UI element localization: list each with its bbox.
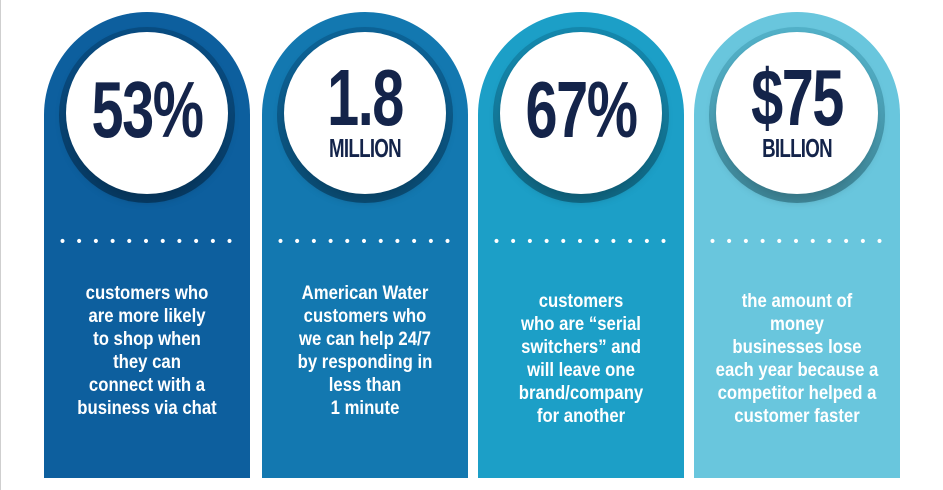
dotted-divider: • • • • • • • • • • • <box>58 234 236 250</box>
stat-unit: BILLION <box>762 133 833 163</box>
stat-value: 1.8 <box>327 53 404 142</box>
stat-circle: $75 BILLION <box>716 32 878 194</box>
stat-value: 67% <box>525 65 638 154</box>
stat-value: 53% <box>91 65 204 154</box>
dotted-divider: • • • • • • • • • • • <box>708 234 886 250</box>
stat-description: American Water customers who we can help… <box>297 283 433 419</box>
stat-description: customers who are “serial switchers” and… <box>518 291 644 427</box>
stat-card-money-lost: $75 BILLION • • • • • • • • • • • the am… <box>694 12 900 478</box>
stat-circle: 67% <box>500 32 662 194</box>
stat-circle: 53% <box>66 32 228 194</box>
stat-value: $75 <box>751 53 844 142</box>
stat-card-customers-helped: 1.8 MILLION • • • • • • • • • • • Americ… <box>262 12 468 478</box>
dotted-divider: • • • • • • • • • • • <box>276 234 454 250</box>
stat-unit: MILLION <box>329 133 402 163</box>
stat-card-serial-switchers: 67% • • • • • • • • • • • customers who … <box>478 12 684 478</box>
left-edge-divider <box>0 0 1 490</box>
stat-description: the amount of money businesses lose each… <box>715 291 879 427</box>
stat-circle: 1.8 MILLION <box>284 32 446 194</box>
dotted-divider: • • • • • • • • • • • <box>492 234 670 250</box>
stat-card-chat-shoppers: 53% • • • • • • • • • • • customers who … <box>44 12 250 478</box>
stat-description: customers who are more likely to shop wh… <box>77 283 217 419</box>
